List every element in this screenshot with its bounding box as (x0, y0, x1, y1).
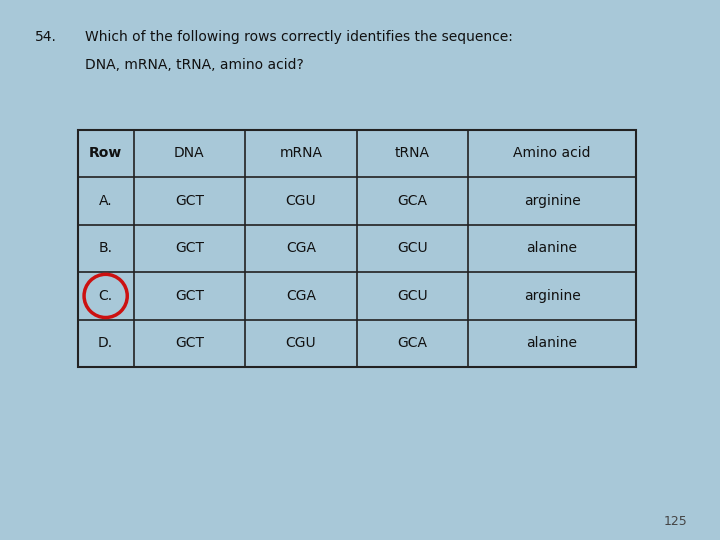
Text: GCU: GCU (397, 289, 428, 303)
Text: 54.: 54. (35, 30, 56, 44)
Text: arginine: arginine (523, 289, 580, 303)
Text: 125: 125 (664, 515, 688, 528)
Text: Amino acid: Amino acid (513, 146, 591, 160)
Text: alanine: alanine (526, 241, 577, 255)
Text: GCA: GCA (397, 194, 428, 208)
Text: arginine: arginine (523, 194, 580, 208)
Text: GCT: GCT (175, 241, 204, 255)
Text: B.: B. (99, 241, 112, 255)
Text: GCT: GCT (175, 336, 204, 350)
Text: GCT: GCT (175, 289, 204, 303)
Text: GCU: GCU (397, 241, 428, 255)
FancyBboxPatch shape (78, 130, 636, 367)
Text: alanine: alanine (526, 336, 577, 350)
Text: C.: C. (99, 289, 113, 303)
Text: CGU: CGU (286, 194, 316, 208)
Text: CGU: CGU (286, 336, 316, 350)
Text: Row: Row (89, 146, 122, 160)
Text: CGA: CGA (286, 289, 316, 303)
Text: DNA, mRNA, tRNA, amino acid?: DNA, mRNA, tRNA, amino acid? (85, 58, 304, 72)
Text: CGA: CGA (286, 241, 316, 255)
Text: tRNA: tRNA (395, 146, 430, 160)
Text: A.: A. (99, 194, 112, 208)
Text: DNA: DNA (174, 146, 204, 160)
Text: mRNA: mRNA (279, 146, 323, 160)
Text: Which of the following rows correctly identifies the sequence:: Which of the following rows correctly id… (85, 30, 513, 44)
Text: D.: D. (98, 336, 113, 350)
Text: GCT: GCT (175, 194, 204, 208)
Text: GCA: GCA (397, 336, 428, 350)
